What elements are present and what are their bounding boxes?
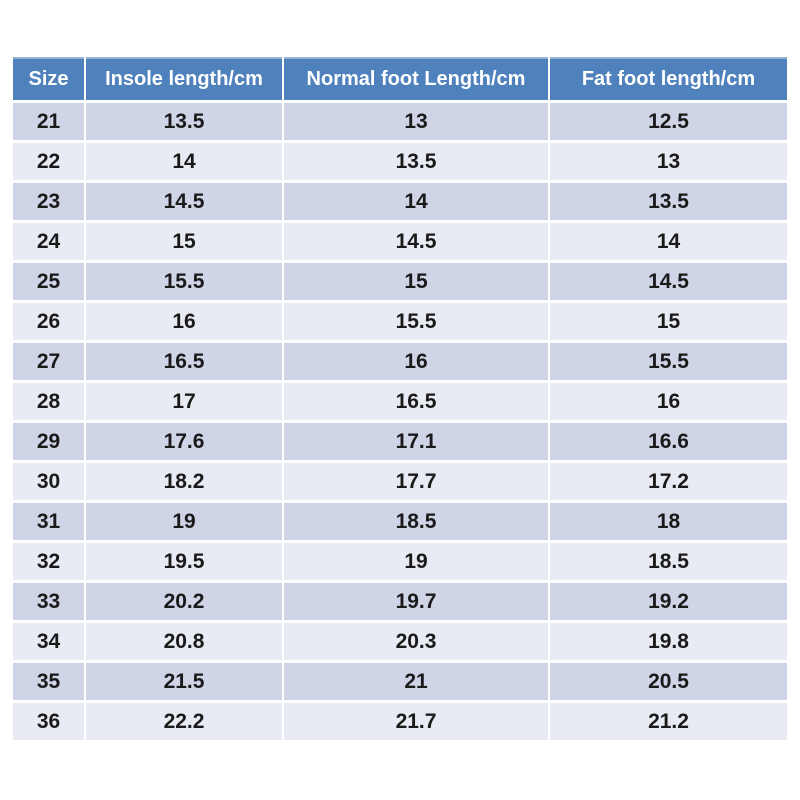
value-cell: 14.5	[549, 261, 787, 303]
table-row: 29 17.6 17.1 16.6	[13, 421, 787, 463]
value-cell: 16.6	[549, 421, 787, 463]
size-chart-container: Size Insole length/cm Normal foot Length/c…	[13, 57, 787, 743]
value-cell: 16	[85, 301, 284, 343]
table-row: 35 21.5 21 20.5	[13, 661, 787, 703]
value-cell: 20.8	[85, 621, 284, 663]
value-cell: 12.5	[549, 101, 787, 143]
value-cell: 19	[85, 501, 284, 543]
value-cell: 20.5	[549, 661, 787, 703]
value-cell: 15.5	[85, 261, 284, 303]
value-cell: 21.2	[549, 701, 787, 743]
column-header-3: Fat foot length/cm	[549, 57, 787, 103]
value-cell: 13.5	[283, 141, 550, 183]
size-cell: 30	[13, 461, 86, 503]
value-cell: 16	[549, 381, 787, 423]
value-cell: 13.5	[85, 101, 284, 143]
value-cell: 14.5	[85, 181, 284, 223]
value-cell: 21	[283, 661, 550, 703]
value-cell: 18.2	[85, 461, 284, 503]
size-cell: 29	[13, 421, 86, 463]
table-row: 30 18.2 17.7 17.2	[13, 461, 787, 503]
column-header-2: Normal foot Length/cm	[283, 57, 550, 103]
shoe-size-chart-table: Size Insole length/cm Normal foot Length/c…	[13, 57, 787, 743]
value-cell: 18.5	[549, 541, 787, 583]
size-cell: 23	[13, 181, 86, 223]
size-cell: 33	[13, 581, 86, 623]
table-row: 33 20.2 19.7 19.2	[13, 581, 787, 623]
size-cell: 28	[13, 381, 86, 423]
value-cell: 19.5	[85, 541, 284, 583]
value-cell: 22.2	[85, 701, 284, 743]
table-body: 21 13.5 13 12.5 22 14 13.5 13 23 14.5 14 13.5 24 15 14…	[13, 101, 787, 743]
table-row: 36 22.2 21.7 21.2	[13, 701, 787, 743]
size-cell: 34	[13, 621, 86, 663]
value-cell: 17	[85, 381, 284, 423]
table-row: 23 14.5 14 13.5	[13, 181, 787, 223]
size-cell: 21	[13, 101, 86, 143]
value-cell: 19.2	[549, 581, 787, 623]
table-row: 26 16 15.5 15	[13, 301, 787, 343]
table-row: 34 20.8 20.3 19.8	[13, 621, 787, 663]
value-cell: 13.5	[549, 181, 787, 223]
value-cell: 16.5	[283, 381, 550, 423]
value-cell: 15	[549, 301, 787, 343]
size-cell: 31	[13, 501, 86, 543]
value-cell: 15.5	[549, 341, 787, 383]
value-cell: 19.8	[549, 621, 787, 663]
size-cell: 27	[13, 341, 86, 383]
value-cell: 19.7	[283, 581, 550, 623]
value-cell: 14	[283, 181, 550, 223]
value-cell: 16.5	[85, 341, 284, 383]
size-cell: 32	[13, 541, 86, 583]
value-cell: 16	[283, 341, 550, 383]
value-cell: 21.5	[85, 661, 284, 703]
value-cell: 20.2	[85, 581, 284, 623]
size-cell: 35	[13, 661, 86, 703]
table-row: 31 19 18.5 18	[13, 501, 787, 543]
table-row: 22 14 13.5 13	[13, 141, 787, 183]
value-cell: 19	[283, 541, 550, 583]
value-cell: 13	[549, 141, 787, 183]
value-cell: 14.5	[283, 221, 550, 263]
value-cell: 17.7	[283, 461, 550, 503]
value-cell: 17.1	[283, 421, 550, 463]
value-cell: 15	[85, 221, 284, 263]
size-cell: 25	[13, 261, 86, 303]
table-row: 24 15 14.5 14	[13, 221, 787, 263]
size-cell: 22	[13, 141, 86, 183]
size-cell: 24	[13, 221, 86, 263]
size-cell: 36	[13, 701, 86, 743]
value-cell: 13	[283, 101, 550, 143]
table-row: 28 17 16.5 16	[13, 381, 787, 423]
column-header-1: Insole length/cm	[85, 57, 284, 103]
value-cell: 14	[85, 141, 284, 183]
table-header: Size Insole length/cm Normal foot Length/c…	[13, 57, 787, 103]
value-cell: 17.2	[549, 461, 787, 503]
value-cell: 21.7	[283, 701, 550, 743]
value-cell: 20.3	[283, 621, 550, 663]
value-cell: 15	[283, 261, 550, 303]
value-cell: 14	[549, 221, 787, 263]
column-header-0: Size	[13, 57, 86, 103]
table-row: 25 15.5 15 14.5	[13, 261, 787, 303]
header-row: Size Insole length/cm Normal foot Length/c…	[13, 57, 787, 103]
value-cell: 15.5	[283, 301, 550, 343]
table-row: 27 16.5 16 15.5	[13, 341, 787, 383]
table-row: 32 19.5 19 18.5	[13, 541, 787, 583]
table-row: 21 13.5 13 12.5	[13, 101, 787, 143]
value-cell: 18	[549, 501, 787, 543]
value-cell: 17.6	[85, 421, 284, 463]
size-cell: 26	[13, 301, 86, 343]
value-cell: 18.5	[283, 501, 550, 543]
